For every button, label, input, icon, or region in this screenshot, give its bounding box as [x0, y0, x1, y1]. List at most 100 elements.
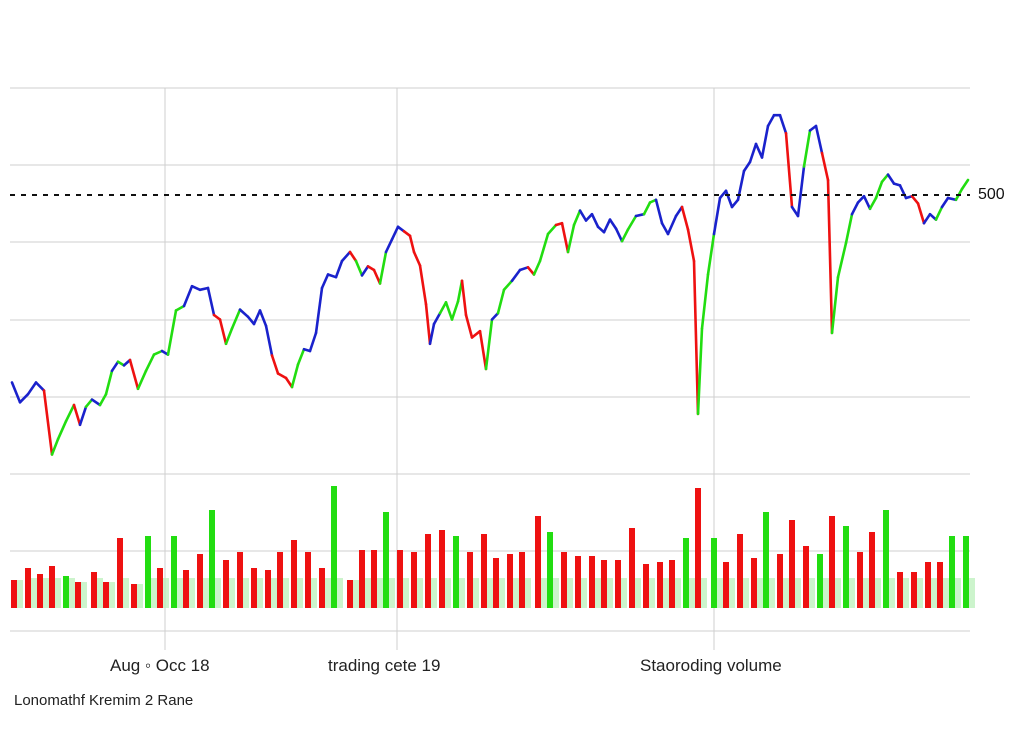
price-segment: [642, 201, 652, 216]
price-segment: [686, 228, 696, 263]
price-segment: [224, 327, 234, 346]
volume-bar: [789, 520, 795, 608]
volume-bar: [869, 532, 875, 608]
volume-bar: [601, 560, 607, 608]
price-segment: [276, 372, 288, 380]
price-segment: [660, 221, 670, 236]
price-segment: [34, 381, 46, 392]
volume-bar: [535, 516, 541, 608]
volume-bar: [481, 534, 487, 608]
price-segment: [26, 381, 38, 396]
price-segment: [136, 369, 148, 391]
price-segment: [110, 360, 120, 373]
price-segment: [566, 223, 576, 254]
price-segment: [42, 389, 54, 456]
price-segment: [584, 212, 594, 222]
price-segment: [264, 324, 274, 357]
price-segment: [868, 196, 878, 211]
price-segment: [418, 264, 428, 306]
volume-bars: [11, 486, 969, 608]
volume-bar: [467, 552, 473, 608]
volume-bar: [75, 582, 81, 608]
chart-footer: Lonomathf Kremim 2 Rane: [14, 692, 194, 709]
volume-bar: [397, 550, 403, 608]
price-segment: [270, 354, 280, 375]
price-segment: [478, 329, 488, 371]
price-segment: [290, 363, 300, 389]
volume-bar: [507, 554, 513, 608]
volume-bar: [843, 526, 849, 608]
price-segment: [104, 369, 114, 396]
volume-bar: [425, 534, 431, 608]
price-segment: [308, 331, 318, 353]
volume-bar: [751, 558, 757, 608]
price-segment: [258, 309, 268, 328]
volume-bar: [547, 532, 553, 608]
price-segment: [730, 198, 740, 209]
volume-bar: [63, 576, 69, 608]
price-segment: [692, 259, 700, 416]
price-segment: [960, 178, 970, 191]
volume-bar: [897, 572, 903, 608]
volume-bar: [103, 582, 109, 608]
price-segment: [940, 196, 950, 209]
price-segment: [844, 212, 854, 245]
price-segment: [354, 259, 364, 277]
price-segment: [320, 273, 330, 290]
price-segment: [432, 311, 442, 326]
volume-bar: [251, 568, 257, 608]
price-segment: [502, 279, 514, 292]
price-segment: [572, 209, 582, 227]
price-segment: [886, 173, 896, 185]
price-segment: [820, 151, 830, 182]
price-segment: [428, 322, 436, 346]
price-segment: [754, 142, 764, 159]
price-segment: [384, 238, 394, 254]
price-segment: [706, 232, 716, 276]
price-segment: [348, 250, 358, 263]
price-segment: [510, 268, 522, 283]
x-axis-label-1: Aug ◦ Occ 18: [110, 656, 210, 675]
price-segment: [830, 275, 840, 335]
price-segment: [532, 259, 542, 276]
price-segment: [198, 286, 210, 292]
volume-bar: [937, 562, 943, 608]
volume-bar: [49, 566, 55, 608]
volume-bar: [657, 562, 663, 608]
price-segment: [372, 268, 382, 285]
volume-bar: [37, 574, 43, 608]
price-segment: [84, 398, 94, 409]
volume-bar: [629, 528, 635, 608]
price-segment: [620, 228, 630, 243]
price-segment: [626, 214, 638, 231]
volume-bar: [683, 538, 689, 608]
volume-bar: [763, 512, 769, 608]
price-segment: [390, 225, 400, 241]
price-segment: [856, 194, 866, 204]
volume-bar: [963, 536, 969, 608]
price-segment: [326, 273, 338, 279]
price-segment: [850, 201, 860, 216]
price-segment: [18, 392, 30, 404]
volume-bar: [453, 536, 459, 608]
volume-bar: [183, 570, 189, 608]
price-segment: [712, 196, 722, 236]
price-segment: [654, 198, 664, 225]
price-segment: [72, 403, 82, 427]
volume-bar: [817, 554, 823, 608]
volume-bar: [291, 540, 297, 608]
volume-bar: [643, 564, 649, 608]
volume-bar: [615, 560, 621, 608]
price-segment: [78, 405, 88, 427]
price-segment: [862, 194, 872, 211]
price-segment: [602, 218, 612, 234]
volume-bar: [265, 570, 271, 608]
price-segment: [796, 165, 806, 218]
price-segment: [778, 113, 788, 135]
volume-bar: [131, 584, 137, 608]
price-segment: [826, 178, 834, 335]
price-segment: [898, 184, 908, 200]
price-segment: [608, 218, 618, 230]
price-segment: [412, 250, 422, 267]
volume-bar: [11, 580, 17, 608]
